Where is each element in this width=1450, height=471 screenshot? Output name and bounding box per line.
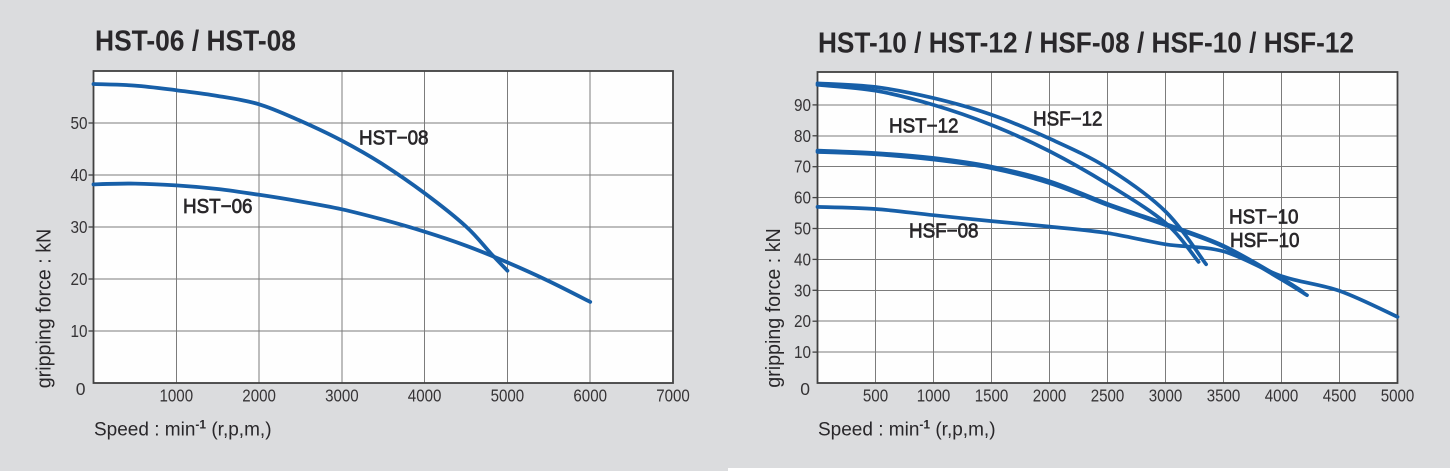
svg-text:3000: 3000 xyxy=(1149,386,1183,406)
svg-text:gripping force : kN: gripping force : kN xyxy=(34,229,56,389)
svg-text:Speed : min-1 (r,p,m,): Speed : min-1 (r,p,m,) xyxy=(94,418,272,441)
svg-text:Speed : min-1 (r,p,m,): Speed : min-1 (r,p,m,) xyxy=(818,418,996,441)
svg-text:HST-06 / HST-08: HST-06 / HST-08 xyxy=(95,26,296,58)
svg-text:3500: 3500 xyxy=(1207,386,1241,406)
svg-text:HST−08: HST−08 xyxy=(359,127,429,150)
svg-text:5000: 5000 xyxy=(491,386,525,406)
svg-text:80: 80 xyxy=(794,126,811,146)
svg-text:60: 60 xyxy=(794,188,811,208)
svg-text:2000: 2000 xyxy=(1033,386,1067,406)
svg-text:50: 50 xyxy=(71,113,88,133)
svg-text:gripping force : kN: gripping force : kN xyxy=(763,228,785,388)
svg-text:40: 40 xyxy=(71,165,88,185)
svg-text:4500: 4500 xyxy=(1323,386,1357,406)
svg-text:5000: 5000 xyxy=(1381,386,1415,406)
svg-text:HST−06: HST−06 xyxy=(183,195,253,218)
svg-text:4000: 4000 xyxy=(408,386,442,406)
svg-text:500: 500 xyxy=(863,386,889,406)
svg-text:10: 10 xyxy=(794,342,811,362)
svg-text:3000: 3000 xyxy=(325,386,359,406)
svg-text:7000: 7000 xyxy=(656,386,690,406)
svg-text:30: 30 xyxy=(71,217,88,237)
svg-text:1000: 1000 xyxy=(917,386,951,406)
svg-text:HSF−10: HSF−10 xyxy=(1230,229,1300,252)
svg-text:0: 0 xyxy=(800,379,810,399)
svg-text:1500: 1500 xyxy=(975,386,1009,406)
svg-text:HST−10: HST−10 xyxy=(1229,206,1299,229)
svg-text:2500: 2500 xyxy=(1091,386,1125,406)
svg-text:HSF−12: HSF−12 xyxy=(1033,108,1103,131)
svg-text:HSF−08: HSF−08 xyxy=(909,219,979,242)
svg-text:2000: 2000 xyxy=(242,386,276,406)
svg-text:4000: 4000 xyxy=(1265,386,1299,406)
svg-text:10: 10 xyxy=(71,321,88,341)
svg-text:40: 40 xyxy=(794,249,811,269)
svg-text:0: 0 xyxy=(76,379,86,399)
svg-text:HST-10 / HST-12 / HSF-08 / HSF: HST-10 / HST-12 / HSF-08 / HSF-10 / HSF-… xyxy=(818,28,1354,60)
svg-text:30: 30 xyxy=(794,280,811,300)
svg-text:90: 90 xyxy=(794,95,811,115)
svg-text:70: 70 xyxy=(794,157,811,177)
svg-text:6000: 6000 xyxy=(573,386,607,406)
svg-text:20: 20 xyxy=(71,269,88,289)
svg-text:20: 20 xyxy=(794,311,811,331)
svg-text:1000: 1000 xyxy=(160,386,194,406)
svg-text:50: 50 xyxy=(794,219,811,239)
svg-text:HST−12: HST−12 xyxy=(889,114,959,137)
